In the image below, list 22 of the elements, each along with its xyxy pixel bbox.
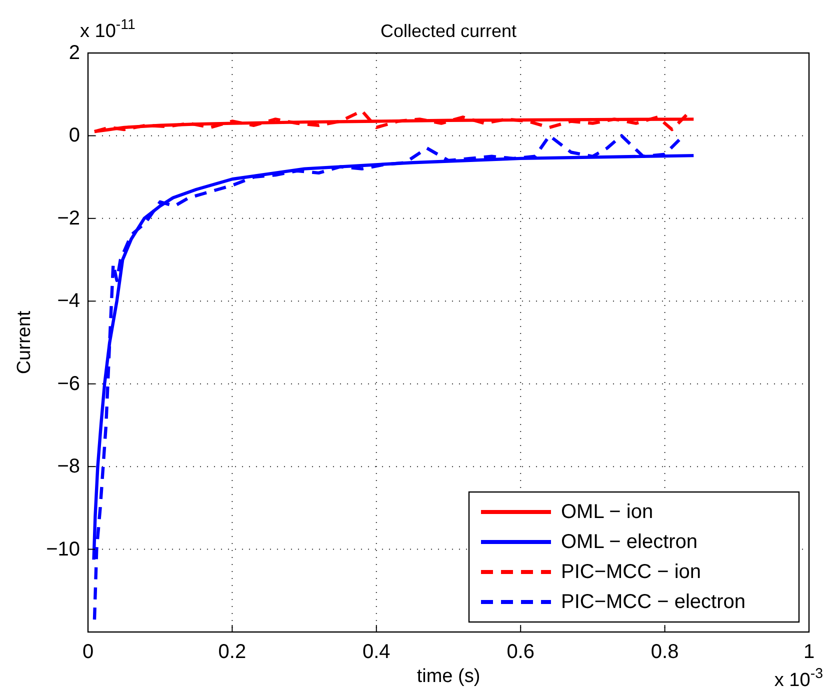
- y-tick-label: −2: [57, 207, 80, 230]
- x-tick-label: 0.4: [362, 641, 390, 663]
- x-tick-label: 0.2: [218, 641, 246, 663]
- text: x 10$^{-3}$: [774, 666, 824, 691]
- x-axis-title: time (s): [416, 666, 480, 687]
- legend-label: OML − electron: [561, 531, 698, 553]
- y-tick-label: −8: [57, 456, 80, 478]
- text: x 10$^{-11}$: [80, 17, 136, 42]
- legend-label: PIC−MCC − electron: [561, 591, 746, 613]
- y-axis-title: Current: [14, 310, 35, 374]
- y-tick-label: 0: [68, 124, 80, 147]
- y-tick-label: −6: [57, 372, 80, 395]
- legend-label: PIC−MCC − ion: [561, 561, 702, 583]
- y-tick-label: −4: [57, 290, 80, 312]
- legend-label: OML − ion: [561, 501, 654, 523]
- y-tick-label: 2: [68, 42, 80, 64]
- x-tick-label: 0.8: [650, 641, 679, 663]
- x-tick-label: 0.6: [506, 641, 535, 663]
- x-tick-label: 1: [803, 641, 815, 663]
- x-tick-label: 0: [82, 641, 94, 663]
- y-tick-label: −10: [46, 538, 80, 560]
- chart-title: Collected current: [380, 21, 517, 41]
